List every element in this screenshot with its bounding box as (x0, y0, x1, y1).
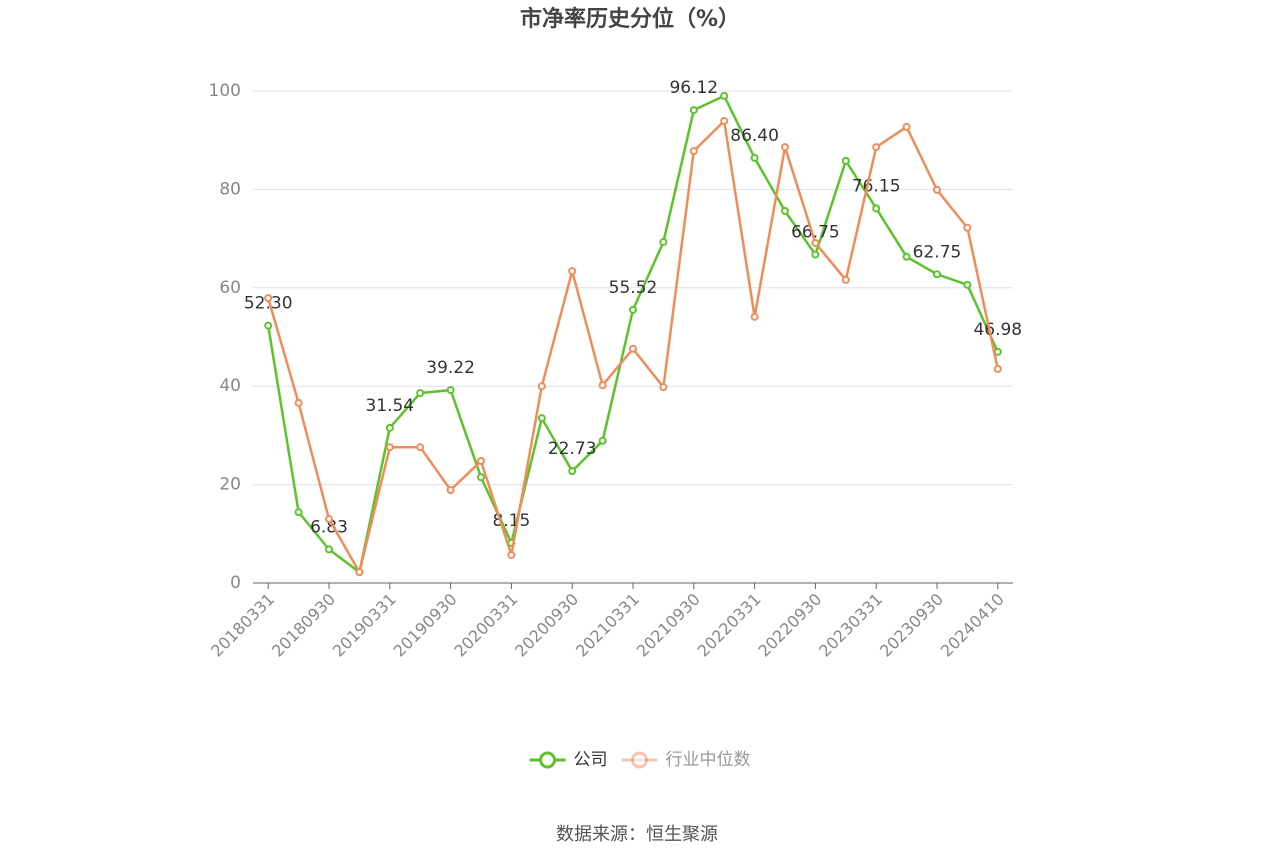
point (598, 436, 607, 445)
point (781, 143, 789, 152)
data-label: 76.15 (852, 176, 901, 196)
point (294, 508, 303, 517)
x-tick-label: 20220331 (694, 590, 765, 661)
x-tick-label: 20180331 (207, 590, 278, 661)
point (416, 389, 425, 398)
point (811, 250, 820, 259)
point (629, 344, 637, 353)
data-label: 22.73 (548, 439, 597, 459)
source: 数据来源：恒生聚源 (556, 824, 718, 845)
point (689, 106, 698, 115)
data-label: 52.30 (244, 294, 293, 314)
legend-label: 行业中位数 (666, 750, 751, 770)
x-tick-label: 20190331 (329, 590, 400, 661)
x-tick-label: 20210331 (572, 590, 643, 661)
point (385, 423, 394, 432)
x-tick-label: 20230930 (876, 590, 947, 661)
x-tick-label: 20180930 (268, 590, 339, 661)
x-tick-label: 20200930 (511, 590, 582, 661)
point (689, 147, 698, 156)
data-label: 62.75 (913, 242, 962, 262)
point (933, 185, 941, 194)
point (872, 143, 881, 152)
point (416, 443, 425, 452)
x-tick-label: 20240410 (937, 590, 1008, 661)
point (720, 91, 729, 100)
point (902, 252, 911, 261)
point (841, 156, 850, 165)
point (507, 550, 516, 559)
data-label: 46.98 (973, 320, 1022, 340)
x-tick-label: 20230331 (815, 590, 886, 661)
point (325, 515, 333, 524)
point (659, 383, 668, 392)
x-tick-label: 20200331 (450, 590, 521, 661)
data-label: 31.54 (365, 396, 414, 416)
point (963, 280, 972, 289)
point (598, 381, 607, 390)
data-label: 66.75 (791, 223, 840, 243)
x-tick-label: 20210930 (633, 590, 704, 661)
y-tick-label: 20 (219, 475, 241, 495)
point (872, 204, 881, 213)
x-tick-label: 20220930 (754, 590, 825, 661)
point (294, 398, 303, 407)
data-label: 96.12 (669, 78, 718, 98)
point (264, 294, 273, 303)
data-label: 86.40 (730, 126, 779, 146)
point (659, 238, 668, 247)
x-tick-label: 20190930 (390, 590, 461, 661)
point (446, 486, 455, 495)
y-tick-label: 80 (219, 179, 241, 199)
point (841, 275, 850, 284)
point (750, 312, 759, 321)
point (537, 382, 546, 391)
y-tick-label: 100 (209, 81, 241, 101)
point (781, 207, 789, 216)
point (477, 473, 485, 482)
point (750, 153, 759, 162)
point (993, 364, 1002, 373)
y-tick-label: 60 (219, 278, 241, 298)
point (568, 467, 577, 476)
point (264, 321, 273, 330)
point (355, 568, 364, 577)
point (720, 117, 729, 126)
legend-marker (631, 751, 648, 769)
y-tick-label: 0 (230, 573, 241, 593)
point (902, 122, 911, 131)
point (385, 443, 394, 452)
point (446, 386, 455, 395)
y-tick-label: 40 (219, 376, 241, 396)
point (963, 223, 972, 232)
point (477, 456, 485, 465)
data-label: 55.52 (609, 278, 658, 298)
data-label: 6.83 (310, 517, 348, 537)
legend-marker (539, 751, 556, 769)
data-label: 39.22 (426, 358, 475, 378)
chart-title: 市净率历史分位（%） (520, 6, 740, 32)
legend-label: 公司 (574, 750, 608, 770)
point (537, 414, 546, 423)
point (629, 305, 637, 314)
point (568, 267, 577, 276)
point (933, 270, 941, 279)
point (811, 239, 820, 248)
point (325, 545, 333, 554)
